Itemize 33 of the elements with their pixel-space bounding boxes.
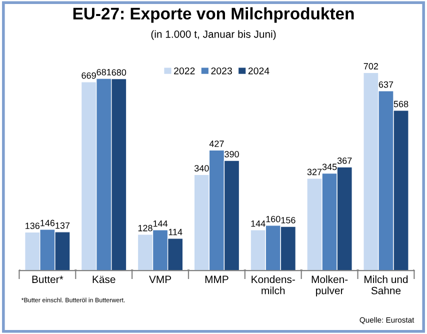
data-label: 340 — [194, 165, 209, 172]
data-label: 144 — [153, 220, 168, 227]
data-label: 390 — [224, 151, 239, 158]
data-label: 114 — [168, 228, 182, 236]
legend-label: 2024 — [248, 67, 270, 74]
data-label: 702 — [364, 63, 378, 70]
data-label: 427 — [209, 140, 224, 147]
data-label: 637 — [378, 81, 394, 88]
data-label: 156 — [281, 216, 296, 224]
data-label: 345 — [322, 164, 337, 170]
legend-label: 2023 — [211, 67, 232, 74]
data-label: 681 — [96, 68, 111, 76]
x-tick-label: Molken- pulver — [312, 275, 348, 296]
data-label: 367 — [337, 158, 352, 164]
data-label: 568 — [394, 100, 408, 108]
data-label: 160 — [266, 216, 280, 222]
x-tick-label: Käse — [92, 276, 116, 284]
data-label: 136 — [26, 222, 40, 230]
data-label: 146 — [40, 220, 55, 226]
chart-title: EU-27: Exporte von Milchprodukten — [73, 7, 354, 23]
x-tick-label: Milch und Sahne — [364, 275, 408, 294]
x-tick-label: Butter* — [32, 276, 64, 284]
x-tick-label: VMP — [149, 276, 172, 283]
data-label: 137 — [56, 222, 70, 229]
x-tick-label: Kondens- milch — [252, 275, 295, 294]
chart-subtitle: (in 1.000 t, Januar bis Juni) — [151, 30, 276, 40]
legend-label: 2022 — [174, 67, 195, 74]
data-label: 128 — [138, 224, 152, 232]
x-tick-label: MMP — [205, 276, 228, 283]
data-label: 669 — [82, 72, 96, 79]
data-label: 680 — [112, 69, 126, 76]
data-label: 327 — [307, 168, 322, 176]
data-label: 144 — [251, 220, 266, 227]
